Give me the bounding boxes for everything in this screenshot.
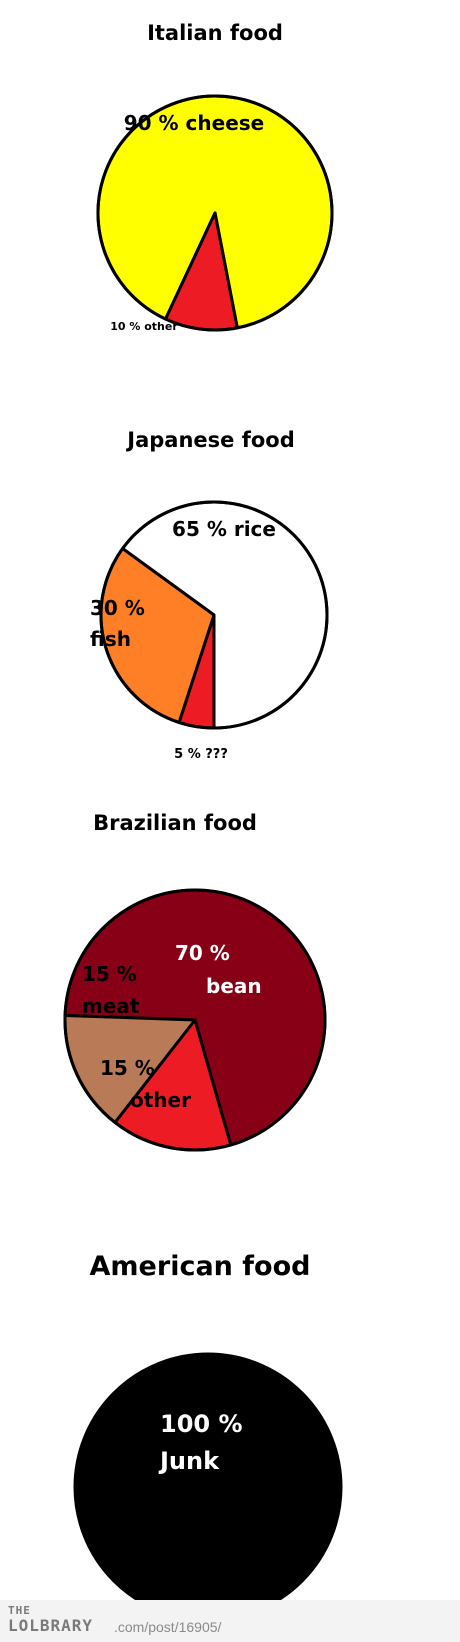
chart-italian: Italian food 90 % cheese 10 % other bbox=[96, 21, 334, 333]
pie-japanese bbox=[99, 500, 329, 730]
slice-label-meat-line2: meat bbox=[82, 994, 140, 1018]
chart-title-american: American food bbox=[90, 1251, 311, 1282]
slice-label-meat: 15 % meat bbox=[82, 962, 140, 1018]
watermark-brand: LOLBRARY bbox=[8, 1616, 94, 1635]
slice-label-meat-line1: 15 % bbox=[82, 962, 137, 986]
slice-label-fish: 30 % fish bbox=[90, 596, 145, 651]
slice-label-brazil-other-line2: other bbox=[130, 1088, 191, 1112]
chart-title-italian: Italian food bbox=[147, 21, 283, 45]
pie-brazilian bbox=[63, 888, 327, 1152]
slice-label-brazil-other: 15 % other bbox=[100, 1056, 191, 1112]
watermark-footer: THE LOLBRARY .com/post/16905/ bbox=[0, 1600, 460, 1642]
slice-label-cheese: 90 % cheese bbox=[124, 111, 265, 135]
slice-label-junk-line1: 100 % bbox=[160, 1410, 243, 1438]
chart-japanese: Japanese food 65 % rice 30 % fish 5 % ??… bbox=[90, 428, 329, 762]
chart-title-brazilian: Brazilian food bbox=[93, 811, 257, 835]
pie-outline bbox=[63, 888, 327, 1152]
watermark-url: .com/post/16905/ bbox=[114, 1619, 222, 1635]
pie-italian bbox=[96, 94, 334, 332]
slice-label-rice: 65 % rice bbox=[172, 517, 276, 541]
pie-outline bbox=[99, 500, 329, 730]
chart-american: American food 100 % Junk bbox=[73, 1251, 343, 1622]
pie-outline bbox=[96, 94, 334, 332]
watermark-the: THE bbox=[8, 1604, 31, 1617]
slice-label-bean-line2: bean bbox=[206, 974, 262, 998]
slice-label-fish-line1: 30 % bbox=[90, 596, 145, 620]
slice-label-fish-line2: fish bbox=[90, 627, 131, 651]
slice-label-bean: 70 % bean bbox=[175, 941, 262, 998]
chart-title-japanese: Japanese food bbox=[125, 428, 294, 452]
chart-brazilian: Brazilian food 70 % bean 15 % meat 15 % … bbox=[63, 811, 327, 1152]
slice-label-junk: 100 % Junk bbox=[158, 1410, 243, 1475]
slice-label-bean-line1: 70 % bbox=[175, 941, 230, 965]
slice-label-unknown: 5 % ??? bbox=[174, 747, 228, 762]
pie-slice bbox=[73, 1352, 343, 1622]
pie-american bbox=[73, 1352, 343, 1622]
slice-label-junk-line2: Junk bbox=[158, 1447, 220, 1475]
slice-label-italian-other: 10 % other bbox=[110, 320, 178, 333]
slice-label-brazil-other-line1: 15 % bbox=[100, 1056, 155, 1080]
